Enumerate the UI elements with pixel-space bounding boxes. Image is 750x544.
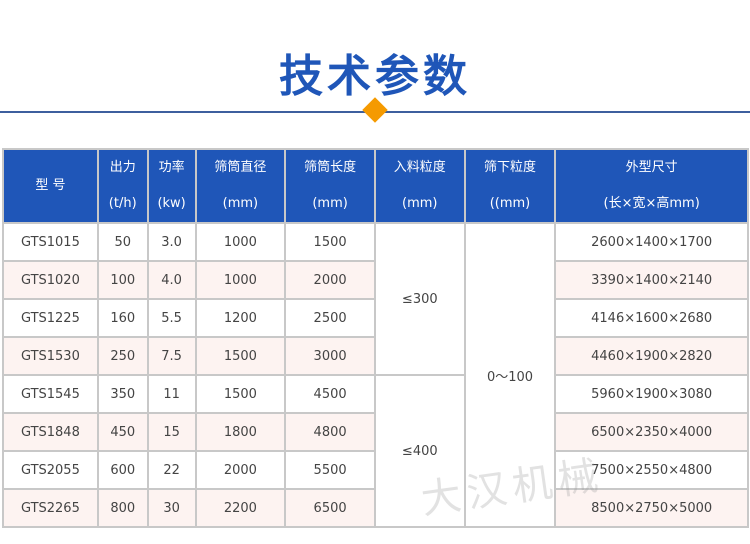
table-cell: 7.5 xyxy=(146,336,197,376)
table-cell: 4146×1600×2680 xyxy=(554,298,749,338)
table-row: GTS1545 350 11 1500 4500 ≤400 5960×1900×3080 xyxy=(2,374,749,528)
header-unit: (mm) xyxy=(312,196,348,211)
column-header: 筛下粒度 ((mm) xyxy=(463,148,557,224)
table-cell: 2000 xyxy=(194,450,287,490)
table-cell: 8500×2750×5000 xyxy=(554,488,749,528)
table-cell: 450 xyxy=(96,412,149,452)
table-cell: 22 xyxy=(146,450,197,490)
table-cell: GTS2265 xyxy=(2,488,99,528)
table-row: GTS2265 800 30 2200 6500 8500×2750×5000 xyxy=(2,488,749,528)
table-row: GTS2055 600 22 2000 5500 7500×2550×4800 xyxy=(2,450,749,490)
column-header: 出力 (t/h) xyxy=(96,148,149,224)
table-cell: 5960×1900×3080 xyxy=(554,374,749,414)
table-cell: ≤400 xyxy=(373,374,466,528)
table-cell: 3390×1400×2140 xyxy=(554,260,749,300)
table-cell: 5500 xyxy=(284,450,376,490)
table-cell: 0～100 xyxy=(463,222,557,528)
table-cell: 3.0 xyxy=(146,222,197,262)
header-unit: (kw) xyxy=(157,196,186,211)
column-header: 功率 (kw) xyxy=(146,148,197,224)
header-label: 筛筒长度 xyxy=(304,160,357,175)
table-cell: 4460×1900×2820 xyxy=(554,336,749,376)
table-row: GTS1015 50 3.0 1000 1500 ≤300 0～100 2600×1400×1… xyxy=(2,222,749,528)
header-unit: (长×宽×高mm) xyxy=(603,196,700,211)
header-label: 入料粒度 xyxy=(393,160,446,175)
column-header: 筛筒长度 (mm) xyxy=(284,148,376,224)
header-label: 出力 xyxy=(109,160,136,175)
table-cell: 160 xyxy=(96,298,149,338)
table-cell: 3000 xyxy=(284,336,376,376)
table-cell: GTS1225 xyxy=(2,298,99,338)
table-cell: GTS1848 xyxy=(2,412,99,452)
column-header: 入料粒度 (mm) xyxy=(373,148,466,224)
page-title: 技术参数 xyxy=(279,51,471,102)
table-cell: 6500 xyxy=(284,488,376,528)
table-cell: GTS2055 xyxy=(2,450,99,490)
header-label: 筛下粒度 xyxy=(483,160,536,175)
table-cell: 4800 xyxy=(284,412,376,452)
table-cell: GTS1015 xyxy=(2,222,99,262)
table-cell: GTS1545 xyxy=(2,374,99,414)
table-row: GTS1225 160 5.5 1200 2500 4146×1600×2680 xyxy=(2,298,749,338)
table-row: GTS1020 100 4.0 1000 2000 3390×1400×2140 xyxy=(2,260,749,300)
table-row: GTS1530 250 7.5 1500 3000 4460×1900×2820 xyxy=(2,336,749,376)
header-unit: (mm) xyxy=(402,196,438,211)
table-cell: 250 xyxy=(96,336,149,376)
table-cell: 6500×2350×4000 xyxy=(554,412,749,452)
header-unit: ((mm) xyxy=(489,196,531,211)
column-header: 外型尺寸 (长×宽×高mm) xyxy=(554,148,749,224)
table-cell: GTS1530 xyxy=(2,336,99,376)
table-cell: 1200 xyxy=(194,298,287,338)
table-cell: 2600×1400×1700 xyxy=(554,222,749,262)
table-cell: 11 xyxy=(146,374,197,414)
header-unit: (t/h) xyxy=(108,196,137,211)
table-cell: 4.0 xyxy=(146,260,197,300)
table-row: GTS1848 450 15 1800 4800 6500×2350×4000 xyxy=(2,412,749,452)
table-cell: 5.5 xyxy=(146,298,197,338)
table-cell: ≤300 xyxy=(373,222,466,376)
table-cell: 600 xyxy=(96,450,149,490)
table-cell: 100 xyxy=(96,260,149,300)
spec-table: 型 号 出力 (t/h) 功率 (kw) 筛筒直径 (mm) 筛筒长度 (mm) 入料粒度 (mm)… xyxy=(2,148,749,528)
table-cell: 1500 xyxy=(194,336,287,376)
header-row: 型 号 出力 (t/h) 功率 (kw) 筛筒直径 (mm) 筛筒长度 (mm) 入料粒度 (mm)… xyxy=(2,148,749,224)
column-header: 筛筒直径 (mm) xyxy=(194,148,287,224)
table-cell: 1000 xyxy=(194,260,287,300)
table-cell: 2000 xyxy=(284,260,376,300)
table-cell: 800 xyxy=(96,488,149,528)
table-cell: 1000 xyxy=(194,222,287,262)
table-cell: 30 xyxy=(146,488,197,528)
column-header: 型 号 xyxy=(2,148,99,224)
header-unit: (mm) xyxy=(222,196,259,211)
header-label: 筛筒直径 xyxy=(214,160,267,175)
header-label: 型 号 xyxy=(35,178,66,193)
table-cell: 15 xyxy=(146,412,197,452)
table-cell: 2200 xyxy=(194,488,287,528)
table-cell: 7500×2550×4800 xyxy=(554,450,749,490)
table-cell: GTS1020 xyxy=(2,260,99,300)
header-label: 功率 xyxy=(158,160,185,175)
table-cell: 350 xyxy=(96,374,149,414)
table-cell: 1800 xyxy=(194,412,287,452)
table-cell: 1500 xyxy=(194,374,287,414)
table-cell: 4500 xyxy=(284,374,376,414)
table-cell: 1500 xyxy=(284,222,376,262)
table-cell: 2500 xyxy=(284,298,376,338)
table-cell: 50 xyxy=(96,222,149,262)
header-label: 外型尺寸 xyxy=(625,160,678,175)
